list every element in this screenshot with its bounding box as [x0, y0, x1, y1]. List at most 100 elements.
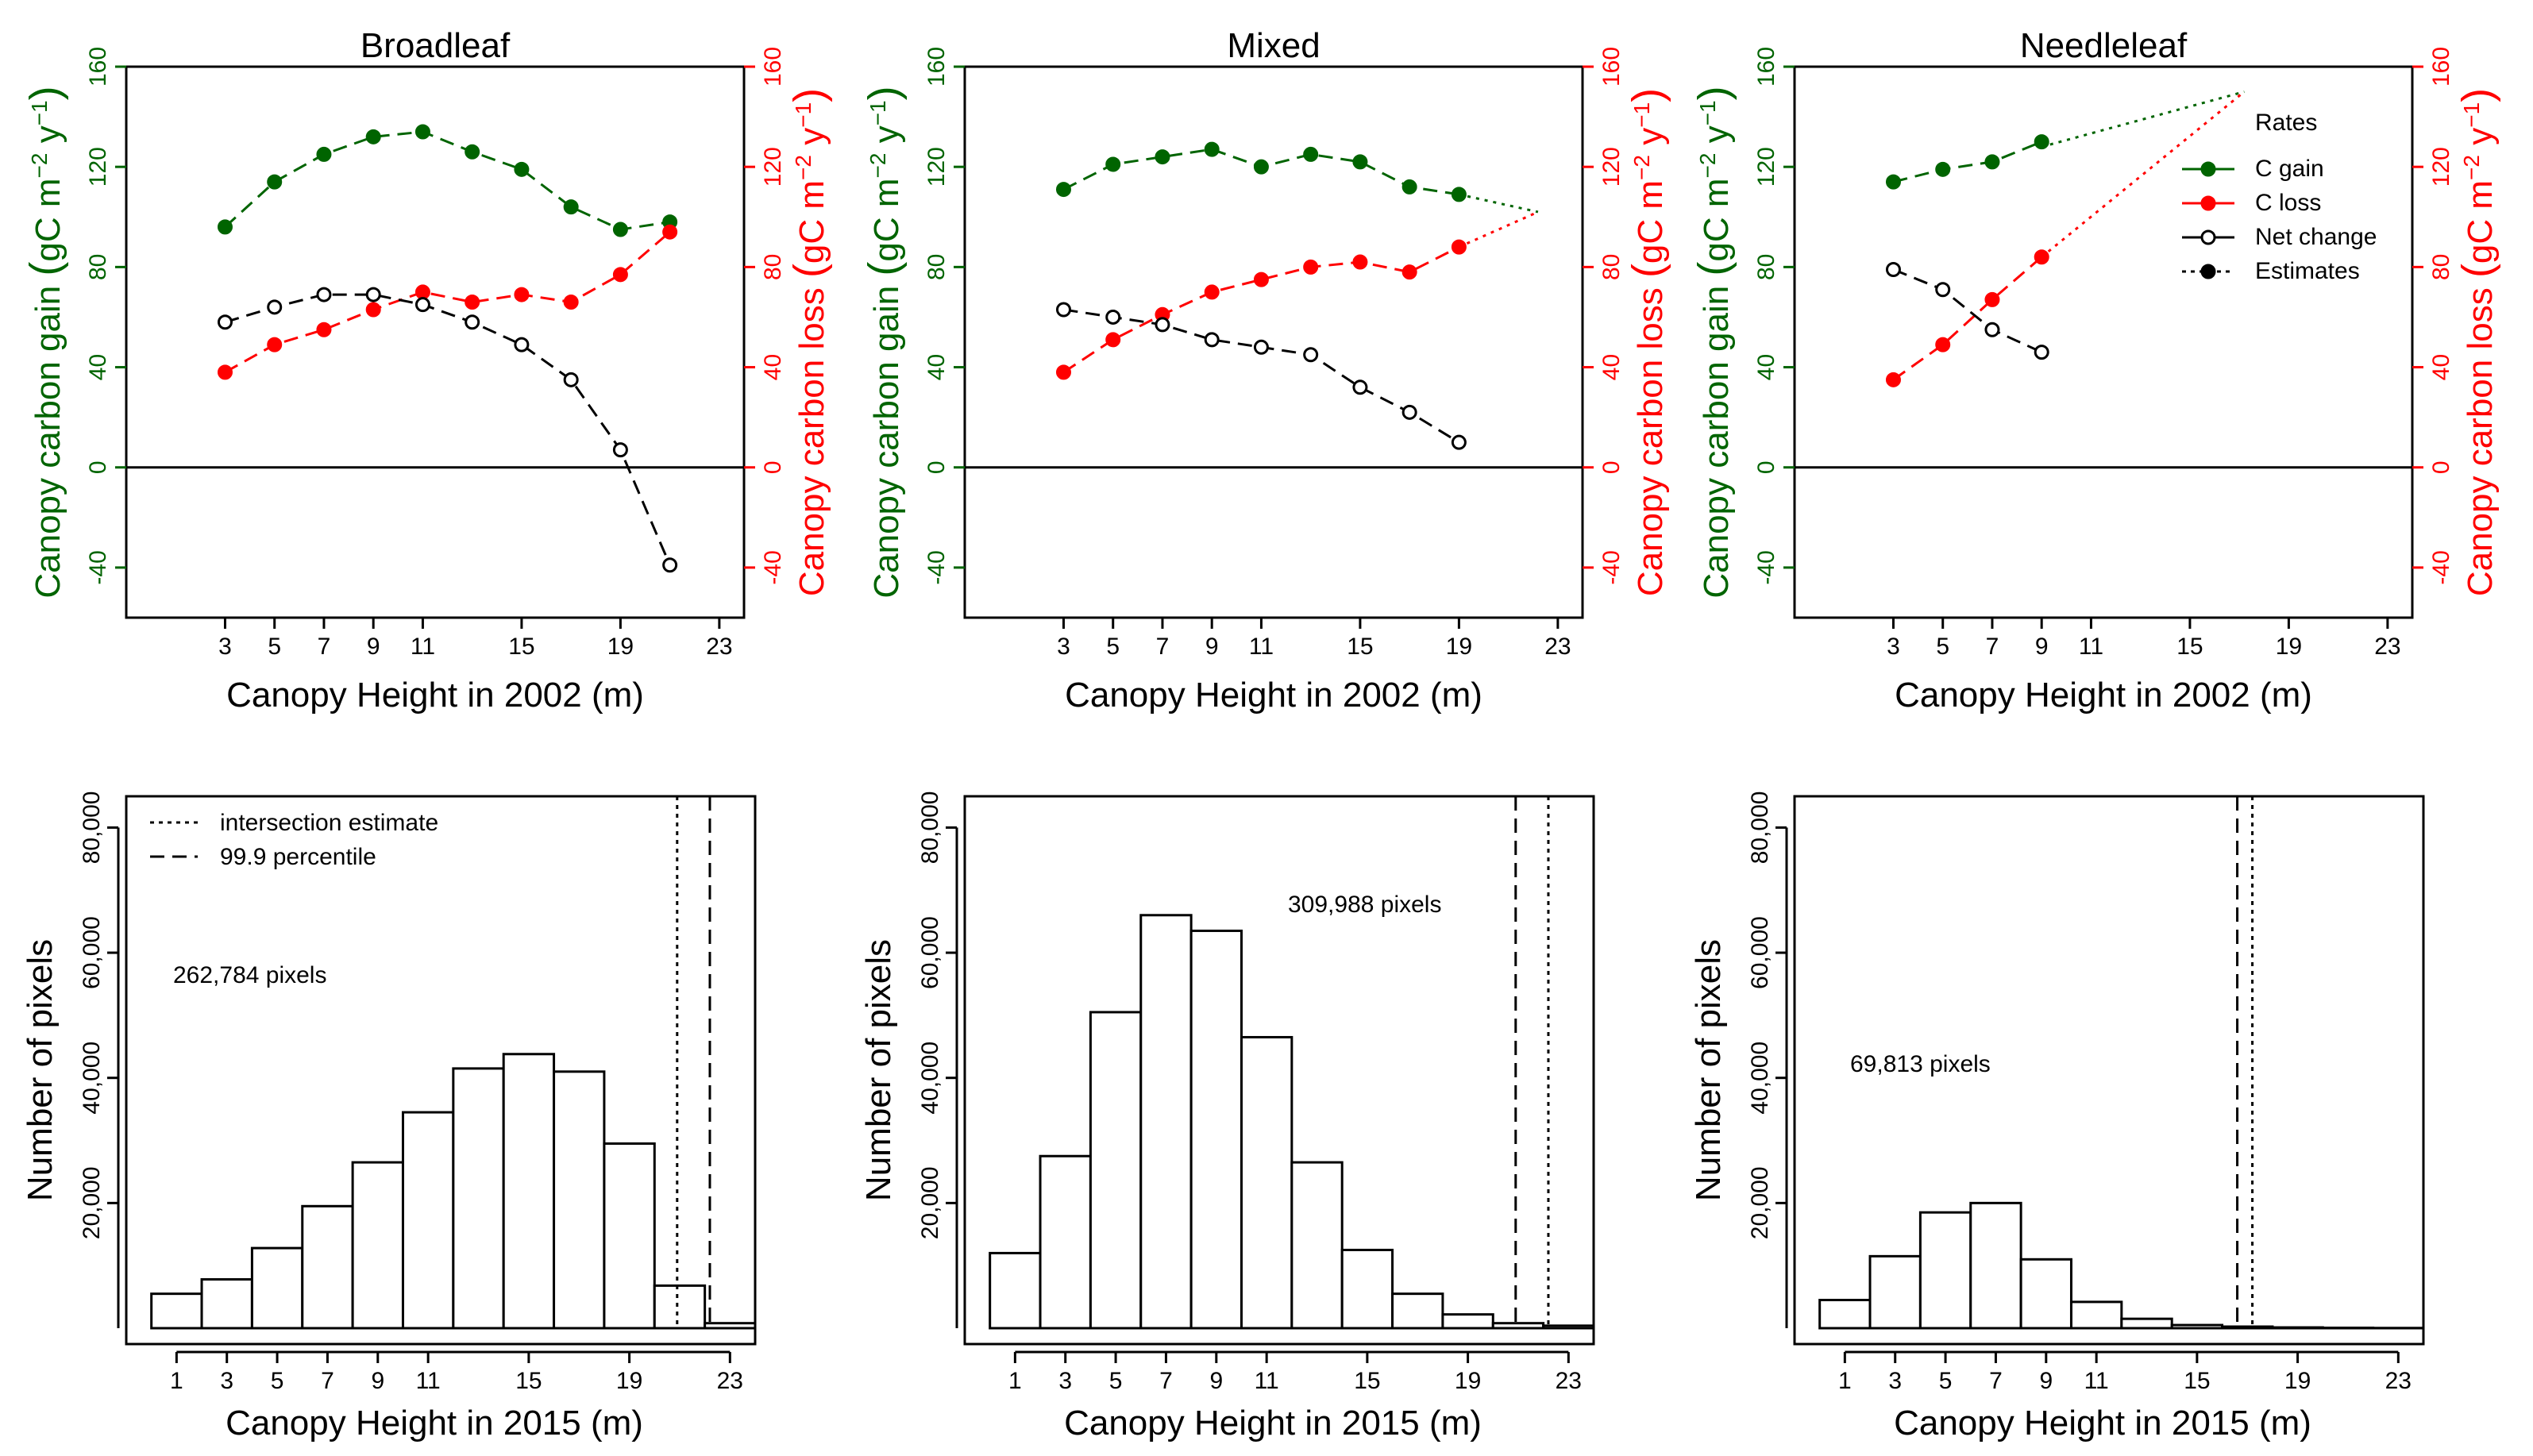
y-tick-label-left: 0 [85, 460, 111, 474]
estimate-gain-line [2041, 91, 2245, 148]
data-point-c-gain [1155, 149, 1170, 165]
data-point-net-change [1055, 302, 1071, 318]
x-tick-label: 5 [271, 1368, 284, 1394]
y-tick-label-left: 80 [923, 254, 950, 280]
legend-label-percentile: 99.9 percentile [220, 844, 376, 870]
histogram-bar [1491, 1322, 1545, 1330]
data-point-c-gain [1105, 156, 1121, 172]
pixel-count-annotation: 309,988 pixels [1288, 892, 1441, 918]
legend-rates: Rates C gain C loss Net change Estimates [2182, 110, 2377, 284]
data-point-c-loss [1105, 332, 1121, 348]
data-point-net-change [217, 314, 233, 330]
x-tick-label: 19 [2276, 634, 2302, 660]
data-point-c-loss [1984, 291, 2000, 307]
histogram-bar [2271, 1326, 2324, 1330]
data-point-net-change [1155, 317, 1170, 333]
data-point-net-change [1105, 309, 1121, 325]
y-tick-label-right: -40 [760, 550, 786, 584]
y-tick-label: 40,000 [1747, 1042, 1773, 1115]
data-point-c-loss [365, 302, 381, 318]
histogram-bar [653, 1284, 707, 1330]
y-tick-label-right: 40 [760, 354, 786, 380]
x-tick-label: 9 [1205, 634, 1219, 660]
y-tick-label-right: 80 [2428, 254, 2454, 280]
plot-frame [125, 65, 746, 619]
data-point-net-change [1885, 262, 1901, 278]
data-point-c-loss [563, 295, 579, 310]
data-point-c-gain [365, 129, 381, 144]
data-point-c-gain [1204, 141, 1220, 157]
x-tick-label: 23 [1544, 634, 1571, 660]
data-point-c-gain [1401, 179, 1417, 195]
x-tick-label: 5 [1106, 634, 1120, 660]
histogram-bar [1918, 1211, 1972, 1330]
data-point-net-change [365, 287, 381, 302]
legend-title: Rates [2255, 110, 2317, 136]
y-axis-label-gain: Canopy carbon gain (gC m−2 y−1) [21, 86, 69, 598]
legend-marker-2 [2200, 229, 2216, 245]
x-tick-label: 1 [170, 1368, 183, 1394]
histogram-bar [1189, 929, 1243, 1330]
x-axis-label: Canopy Height in 2002 (m) [1065, 676, 1482, 715]
histogram-bar [1441, 1313, 1494, 1330]
y-tick-label-left: -40 [85, 550, 111, 584]
x-tick-label: 11 [411, 634, 435, 660]
y-axis-label: Number of pixels [1689, 939, 1728, 1201]
histogram-bar [351, 1161, 404, 1330]
data-point-net-change [414, 297, 430, 313]
y-tick-label-left: 40 [85, 354, 111, 380]
data-point-c-gain [1303, 146, 1319, 162]
y-tick-label: 60,000 [1747, 916, 1773, 989]
legend-label-1: C loss [2255, 190, 2321, 216]
y-tick-label-right: 120 [1598, 147, 1625, 187]
y-tick-label-right: 80 [760, 254, 786, 280]
y-tick-label-right: 80 [1598, 254, 1625, 280]
histogram-bar [2019, 1258, 2072, 1330]
y-tick-label-right: 40 [1598, 354, 1625, 380]
data-point-c-gain [267, 174, 283, 190]
y-tick-label: 40,000 [917, 1042, 943, 1115]
y-tick-label-right: 160 [2428, 47, 2454, 87]
y-tick-label-left: 0 [923, 460, 950, 474]
y-tick-label-left: 120 [923, 147, 950, 187]
histogram-bar [603, 1142, 656, 1330]
legend-marker-1 [2200, 195, 2216, 211]
data-point-net-change [1935, 282, 1951, 298]
x-tick-label: 7 [1989, 1368, 2003, 1394]
histogram-bar [1290, 1161, 1344, 1330]
x-tick-label: 7 [1156, 634, 1170, 660]
histogram-bar [1240, 1035, 1293, 1330]
data-point-c-gain [1055, 182, 1071, 198]
x-axis-label: Canopy Height in 2002 (m) [1895, 676, 2312, 715]
y-tick-label: 40,000 [79, 1042, 105, 1115]
estimate-loss-line [1458, 210, 1539, 248]
data-point-c-loss [1303, 259, 1319, 275]
y-axis-label-loss: Canopy carbon loss (gC m−2 y−1) [2454, 88, 2501, 596]
y-tick-label-left: 40 [923, 354, 950, 380]
data-point-net-change [465, 314, 480, 330]
y-tick-label: 20,000 [79, 1166, 105, 1239]
data-point-c-loss [2034, 249, 2049, 265]
data-point-net-change [267, 299, 283, 315]
histogram-bar [989, 1251, 1042, 1330]
x-tick-label: 7 [318, 634, 331, 660]
x-tick-label: 5 [1939, 1368, 1953, 1394]
x-tick-label: 3 [1057, 634, 1070, 660]
data-point-c-loss [1055, 364, 1071, 380]
legend-label-0: C gain [2255, 156, 2324, 182]
data-point-c-loss [612, 267, 628, 283]
data-point-c-gain [1253, 159, 1269, 175]
data-point-c-loss [514, 287, 530, 302]
histogram-bar [1139, 914, 1193, 1330]
x-tick-label: 9 [1209, 1368, 1223, 1394]
data-point-c-gain [1935, 161, 1951, 177]
y-tick-label-left: -40 [1753, 550, 1779, 584]
data-point-c-gain [465, 144, 480, 160]
x-tick-label: 19 [616, 1368, 642, 1394]
data-point-net-change [1401, 404, 1417, 420]
x-tick-label: 15 [515, 1368, 542, 1394]
x-tick-label: 5 [268, 634, 281, 660]
x-tick-label: 11 [1249, 634, 1274, 660]
x-tick-label: 11 [2084, 1368, 2109, 1394]
data-point-c-loss [1401, 264, 1417, 280]
